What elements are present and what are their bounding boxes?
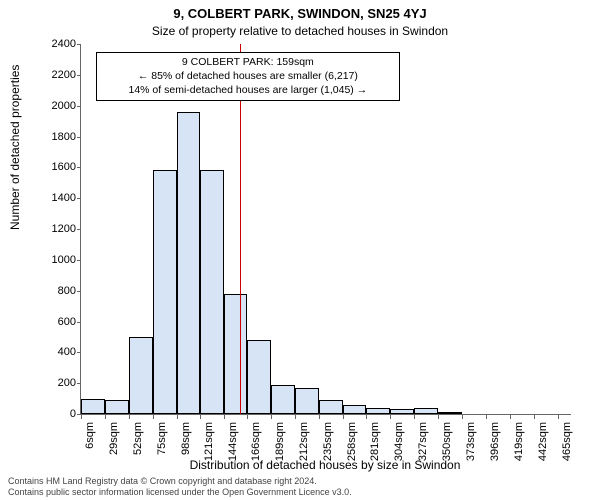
- histogram-bar: [295, 388, 319, 414]
- x-tick-label: 258sqm: [346, 422, 358, 461]
- y-tick-label: 1000: [52, 254, 76, 266]
- histogram-bar: [366, 408, 390, 414]
- x-tick-label: 419sqm: [513, 422, 525, 461]
- y-tick-label: 200: [58, 377, 76, 389]
- histogram-bar: [177, 112, 201, 414]
- x-tick-label: 189sqm: [274, 422, 286, 461]
- histogram-bar: [105, 400, 129, 414]
- histogram-bar: [200, 170, 224, 414]
- histogram-bar: [343, 405, 367, 414]
- histogram-bar: [271, 385, 295, 414]
- annotation-line-1: 9 COLBERT PARK: 159sqm: [103, 55, 393, 69]
- histogram-bar: [319, 400, 343, 414]
- x-tick-label: 281sqm: [369, 422, 381, 461]
- x-tick-label: 235sqm: [322, 422, 334, 461]
- y-axis: 0200400600800100012001400160018002000220…: [0, 44, 80, 414]
- y-tick-label: 600: [58, 316, 76, 328]
- chart-container: 9, COLBERT PARK, SWINDON, SN25 4YJ Size …: [0, 0, 600, 500]
- y-tick-label: 400: [58, 346, 76, 358]
- histogram-bar: [153, 170, 177, 414]
- y-tick-label: 1200: [52, 223, 76, 235]
- x-tick-label: 465sqm: [561, 422, 573, 461]
- footer-attribution: Contains HM Land Registry data © Crown c…: [8, 476, 592, 498]
- chart-title-main: 9, COLBERT PARK, SWINDON, SN25 4YJ: [0, 6, 600, 21]
- x-tick-label: 29sqm: [108, 422, 120, 455]
- histogram-bar: [247, 340, 271, 414]
- histogram-bar: [81, 399, 105, 414]
- histogram-bar: [224, 294, 247, 414]
- y-tick-label: 1600: [52, 161, 76, 173]
- x-tick-label: 373sqm: [465, 422, 477, 461]
- y-tick-label: 1400: [52, 192, 76, 204]
- y-tick-label: 2000: [52, 100, 76, 112]
- x-tick-label: 304sqm: [393, 422, 405, 461]
- x-tick-label: 442sqm: [537, 422, 549, 461]
- x-tick-label: 327sqm: [417, 422, 429, 461]
- annotation-box: 9 COLBERT PARK: 159sqm ← 85% of detached…: [96, 52, 400, 101]
- histogram-bar: [414, 408, 438, 414]
- x-tick-label: 6sqm: [84, 422, 96, 449]
- histogram-bar: [438, 412, 462, 414]
- x-tick-label: 396sqm: [489, 422, 501, 461]
- y-tick-label: 0: [70, 408, 76, 420]
- x-tick-label: 166sqm: [250, 422, 262, 461]
- y-tick-label: 1800: [52, 131, 76, 143]
- x-tick-label: 144sqm: [227, 422, 239, 461]
- x-tick-label: 350sqm: [441, 422, 453, 461]
- x-tick-label: 52sqm: [132, 422, 144, 455]
- y-tick-label: 2400: [52, 38, 76, 50]
- y-tick-label: 800: [58, 285, 76, 297]
- annotation-line-2: ← 85% of detached houses are smaller (6,…: [103, 69, 393, 83]
- histogram-bar: [390, 409, 414, 414]
- histogram-bar: [129, 337, 153, 414]
- y-tick-label: 2200: [52, 69, 76, 81]
- annotation-line-3: 14% of semi-detached houses are larger (…: [103, 83, 393, 97]
- x-tick-label: 212sqm: [298, 422, 310, 461]
- x-tick-label: 98sqm: [180, 422, 192, 455]
- chart-title-sub: Size of property relative to detached ho…: [0, 24, 600, 38]
- x-tick-label: 75sqm: [156, 422, 168, 455]
- x-tick-label: 121sqm: [203, 422, 215, 461]
- plot-area: 9 COLBERT PARK: 159sqm ← 85% of detached…: [80, 44, 571, 415]
